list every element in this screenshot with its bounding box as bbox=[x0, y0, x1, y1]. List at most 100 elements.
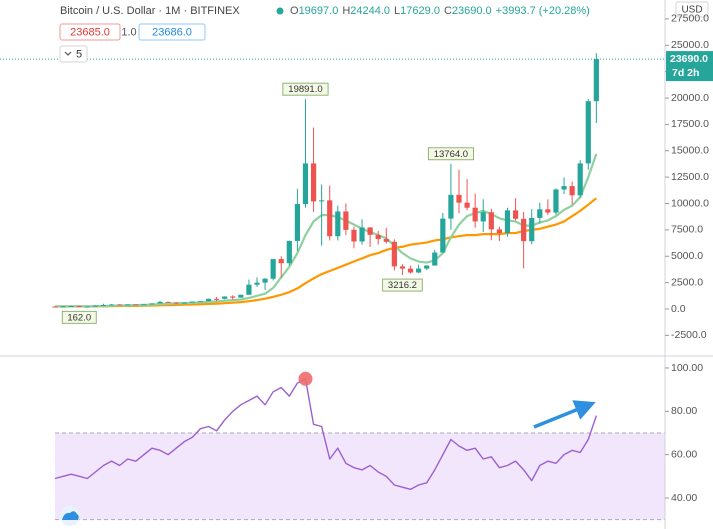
logo bbox=[62, 511, 79, 520]
trend-arrow bbox=[533, 400, 596, 429]
candle-body bbox=[222, 296, 228, 299]
y-tick-label: 60.00 bbox=[671, 448, 697, 460]
candle-body bbox=[545, 209, 551, 213]
candle-body bbox=[157, 301, 163, 304]
candle-body bbox=[456, 194, 462, 203]
y-tick-label: 80.00 bbox=[671, 405, 697, 417]
last-price-label: 23690.0 bbox=[670, 53, 708, 65]
buy-price[interactable]: 23686.0 bbox=[152, 26, 192, 38]
y-tick-label: 0.0 bbox=[671, 303, 686, 315]
candle-body bbox=[149, 303, 155, 305]
indicator-toggle[interactable] bbox=[59, 45, 88, 63]
y-tick-label: 100.00 bbox=[671, 362, 703, 374]
y-tick-label: 12500.0 bbox=[671, 171, 709, 183]
chevron-icon[interactable] bbox=[64, 51, 72, 56]
candle-body bbox=[133, 304, 139, 306]
candle-body bbox=[125, 304, 131, 306]
candle-body bbox=[108, 304, 115, 306]
ohlc-change: +3993.7 (+20.28%) bbox=[496, 5, 590, 17]
countdown-label: 7d 2h bbox=[672, 67, 699, 79]
candle-body bbox=[254, 282, 260, 285]
candle-body bbox=[294, 204, 300, 241]
candle-body bbox=[302, 163, 309, 205]
y-tick-label: 2500.0 bbox=[671, 276, 703, 288]
price-pane: 162.0 19891.0 3216.2 13764.0 bbox=[0, 53, 665, 324]
candle-body bbox=[504, 210, 511, 234]
ohlc-key: O bbox=[290, 5, 299, 17]
sell-price[interactable]: 23685.0 bbox=[70, 26, 110, 38]
price-annotation: 13764.0 bbox=[434, 149, 468, 160]
candle-body bbox=[92, 305, 98, 307]
candle-body bbox=[512, 210, 519, 219]
candle-body bbox=[496, 229, 502, 234]
indicator-count[interactable]: 5 bbox=[76, 48, 82, 60]
y-tick-label: 10000.0 bbox=[671, 197, 709, 209]
y-tick-label: 27500.0 bbox=[671, 13, 709, 25]
price-annotation: 3216.2 bbox=[388, 280, 417, 291]
candle-body bbox=[391, 241, 397, 267]
candle-body bbox=[416, 268, 422, 273]
candle-body bbox=[440, 218, 446, 253]
candle-body bbox=[585, 101, 591, 164]
candle-body bbox=[84, 306, 90, 308]
candle-body bbox=[472, 207, 478, 222]
y-tick-label: 17500.0 bbox=[671, 118, 709, 130]
candle-body bbox=[359, 227, 365, 242]
ohlc-key: L bbox=[394, 5, 400, 17]
candle-body bbox=[262, 278, 268, 283]
status-dot bbox=[276, 7, 284, 15]
ohlc-value: 19697.0 bbox=[299, 5, 339, 17]
candle-body bbox=[76, 306, 82, 308]
candle-body bbox=[488, 212, 494, 230]
candle-body bbox=[537, 209, 543, 218]
candle-body bbox=[286, 240, 292, 264]
candle-body bbox=[351, 229, 357, 242]
candle-body bbox=[319, 200, 325, 202]
candle-body bbox=[375, 234, 381, 240]
candle-body bbox=[278, 259, 284, 264]
peak-marker bbox=[298, 371, 313, 386]
candle-body bbox=[335, 211, 341, 237]
candle-body bbox=[189, 301, 195, 303]
candle-body bbox=[197, 301, 204, 303]
candle-body bbox=[327, 200, 333, 237]
y-tick-label: 15000.0 bbox=[671, 145, 709, 157]
candle-body bbox=[165, 301, 171, 303]
sell-button[interactable] bbox=[59, 23, 121, 41]
currency-box[interactable] bbox=[675, 1, 709, 18]
candle-body bbox=[173, 302, 179, 304]
buy-button[interactable] bbox=[138, 23, 206, 41]
candle-body bbox=[480, 212, 486, 222]
candle-body bbox=[310, 163, 317, 202]
candle-body bbox=[230, 296, 236, 298]
candle-body bbox=[407, 268, 414, 273]
candle-body bbox=[577, 163, 583, 196]
price-annotation-box bbox=[282, 82, 329, 96]
candle-body bbox=[205, 298, 212, 302]
y-tick-label: 5000.0 bbox=[671, 250, 703, 262]
candle-body bbox=[521, 218, 527, 242]
price-annotation: 19891.0 bbox=[288, 84, 322, 95]
y-tick-label: 20000.0 bbox=[671, 92, 709, 104]
candle-body bbox=[246, 284, 252, 295]
y-tick-label: 25000.0 bbox=[671, 39, 709, 51]
symbol-title: Bitcoin / U.S. Dollar · 1M · BITFINEX bbox=[60, 5, 240, 17]
ohlc-value: 23690.0 bbox=[452, 5, 492, 17]
y-tick-label: 7500.0 bbox=[671, 224, 703, 236]
candle-body bbox=[270, 259, 276, 279]
candle-body bbox=[141, 304, 147, 306]
candle-body bbox=[343, 211, 349, 230]
candle-body bbox=[593, 59, 599, 102]
candle-body bbox=[553, 189, 559, 213]
last-price-box bbox=[666, 51, 713, 82]
price-annotation-box bbox=[61, 310, 97, 324]
candle-body bbox=[448, 194, 454, 219]
ohlc-value: 24244.0 bbox=[350, 5, 390, 17]
candle-body bbox=[464, 202, 470, 208]
candle-body bbox=[529, 217, 535, 242]
ohlc-key: H bbox=[342, 5, 350, 17]
currency-label[interactable]: USD bbox=[681, 5, 702, 16]
candle-body bbox=[100, 305, 107, 307]
y-tick-label: 40.00 bbox=[671, 492, 697, 504]
